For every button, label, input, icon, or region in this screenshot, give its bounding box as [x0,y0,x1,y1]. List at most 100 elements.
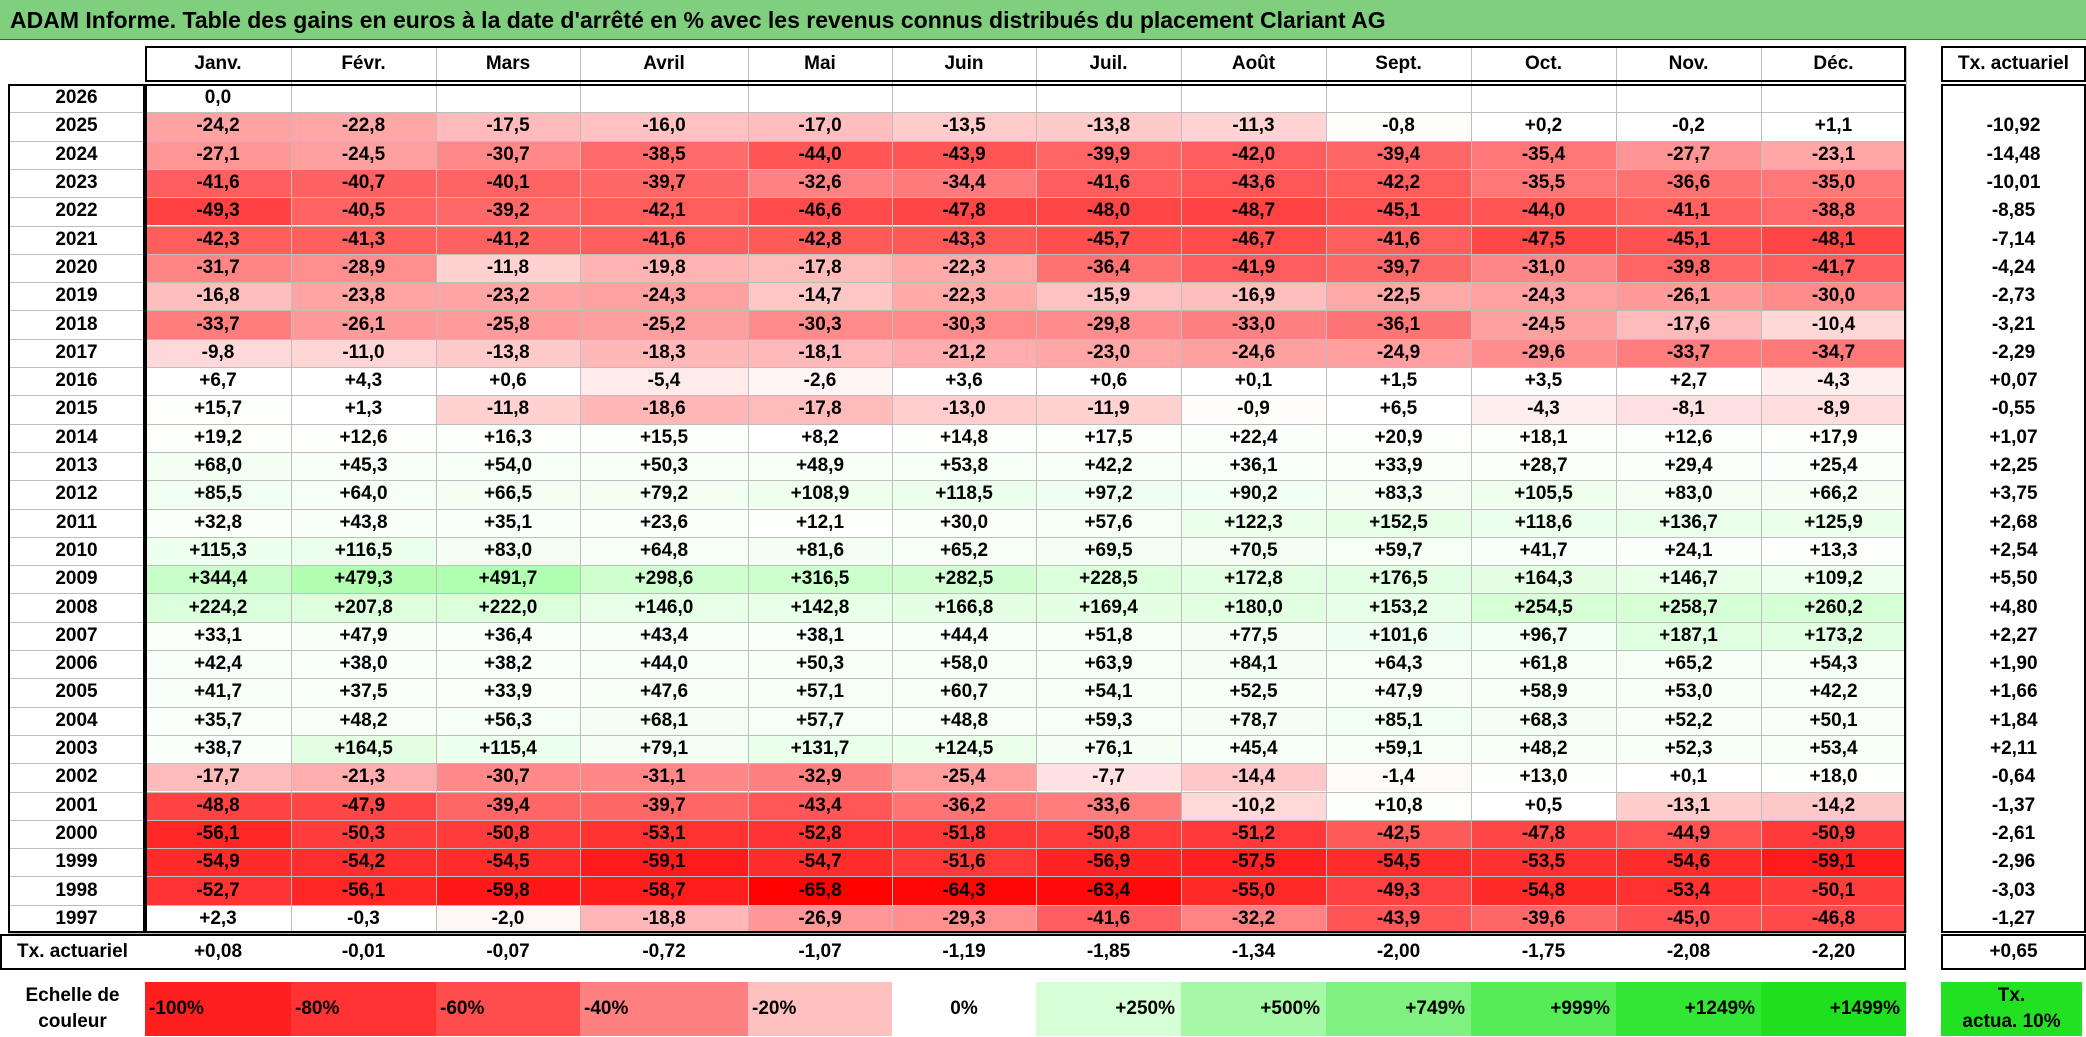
value-cell: -18,3 [580,338,748,367]
value-cell: -14,7 [748,282,892,311]
grid-line [8,423,1906,425]
value-cell: -18,1 [748,338,892,367]
grid-line [8,933,1906,934]
value-cell: -45,1 [1326,197,1471,226]
value-cell: +3,6 [892,367,1036,396]
grid-line [580,46,581,933]
value-cell [892,84,1036,113]
year-label: 2005 [55,681,98,703]
rate-cell: -1,27 [1991,907,2036,929]
value-cell: +153,2 [1326,593,1471,622]
value-cell: +0,5 [1471,791,1616,820]
month-header: Oct. [1525,53,1562,74]
value-cell: -45,1 [1616,225,1761,254]
grid-line [8,734,1906,736]
value-cell: +14,8 [892,423,1036,452]
value-cell: +42,2 [1761,678,1906,707]
color-scale-swatch: +250% [1036,982,1181,1036]
value-cell: -54,2 [291,848,436,877]
summary-value: -2,08 [1666,941,1711,962]
value-cell: -34,7 [1761,338,1906,367]
value-cell: +81,6 [748,536,892,566]
value-cell: +50,3 [748,650,892,679]
grid-line [436,46,437,933]
month-header: Mars [485,53,531,74]
value-cell: -59,8 [436,876,580,905]
value-cell: -31,7 [145,253,291,283]
value-cell: -48,1 [1761,225,1906,254]
value-cell: -0,3 [291,904,436,933]
rate-cell: -1,37 [1991,794,2036,816]
value-cell: +176,5 [1326,565,1471,594]
grid-line [8,706,1906,708]
grid-line [8,678,1906,680]
legend-label: Echelle de couleur [0,982,145,1036]
value-cell: +52,3 [1616,734,1761,764]
value-cell: +48,8 [892,706,1036,735]
value-cell: -56,9 [1036,848,1181,877]
value-cell: -41,6 [1036,904,1181,933]
value-cell: -11,8 [436,253,580,283]
year-label: 2026 [55,87,98,109]
summary-value: -2,00 [1376,941,1421,962]
value-cell: +41,7 [145,678,291,707]
value-cell: +22,4 [1181,423,1326,452]
value-cell: +76,1 [1036,734,1181,764]
value-cell: -29,3 [892,904,1036,933]
value-cell: +260,2 [1761,593,1906,622]
value-cell: -48,7 [1181,197,1326,226]
value-cell: -42,0 [1181,140,1326,169]
value-cell: +78,7 [1181,706,1326,735]
value-cell: -4,3 [1761,367,1906,396]
value-cell: +101,6 [1326,621,1471,650]
value-cell: +142,8 [748,593,892,622]
value-cell: +69,5 [1036,536,1181,566]
value-cell: -1,4 [1326,763,1471,792]
rate-cell: +2,54 [1989,539,2038,561]
value-cell: -54,5 [436,848,580,877]
value-cell: +15,5 [580,423,748,452]
value-cell [1761,84,1906,113]
value-cell: +491,7 [436,565,580,594]
value-cell: -10,4 [1761,310,1906,339]
value-cell: +84,1 [1181,650,1326,679]
grid-line [8,451,1906,453]
value-cell: -39,4 [436,791,580,820]
summary-value: -1,75 [1521,941,1566,962]
value-cell: -15,9 [1036,282,1181,311]
value-cell: +30,0 [892,508,1036,537]
value-cell: -31,1 [580,763,748,792]
month-header: Avril [643,53,685,74]
value-cell: -41,6 [1036,168,1181,198]
legend-rate-line1: Tx. [1997,985,2026,1006]
color-scale-swatch: -20% [748,982,892,1036]
summary-value: -0,07 [486,941,530,962]
year-label: 2015 [55,398,98,420]
value-cell: +68,0 [145,451,291,481]
value-cell: -30,0 [1761,282,1906,311]
year-label: 2016 [55,370,98,392]
value-cell: +83,0 [436,536,580,566]
grid-line [8,310,1906,312]
year-label: 2006 [55,653,98,675]
value-cell: -52,8 [748,819,892,849]
value-cell: +254,5 [1471,593,1616,622]
value-cell: -58,7 [580,876,748,905]
grid-line [8,621,1906,623]
value-cell: -41,6 [145,168,291,198]
year-label: 2023 [55,172,98,194]
value-cell: -25,2 [580,310,748,339]
rate-cell: -10,01 [1986,172,2041,194]
value-cell: +146,0 [580,593,748,622]
value-cell: +0,2 [1471,112,1616,141]
value-cell: -39,7 [1326,253,1471,283]
value-cell: -57,5 [1181,848,1326,877]
value-cell: -11,3 [1181,112,1326,141]
value-cell: +79,2 [580,480,748,509]
value-cell: +109,2 [1761,565,1906,594]
value-cell: +6,5 [1326,395,1471,424]
value-cell: -41,2 [436,225,580,254]
value-cell: -23,1 [1761,140,1906,169]
value-cell: -42,3 [145,225,291,254]
value-cell: +38,2 [436,650,580,679]
